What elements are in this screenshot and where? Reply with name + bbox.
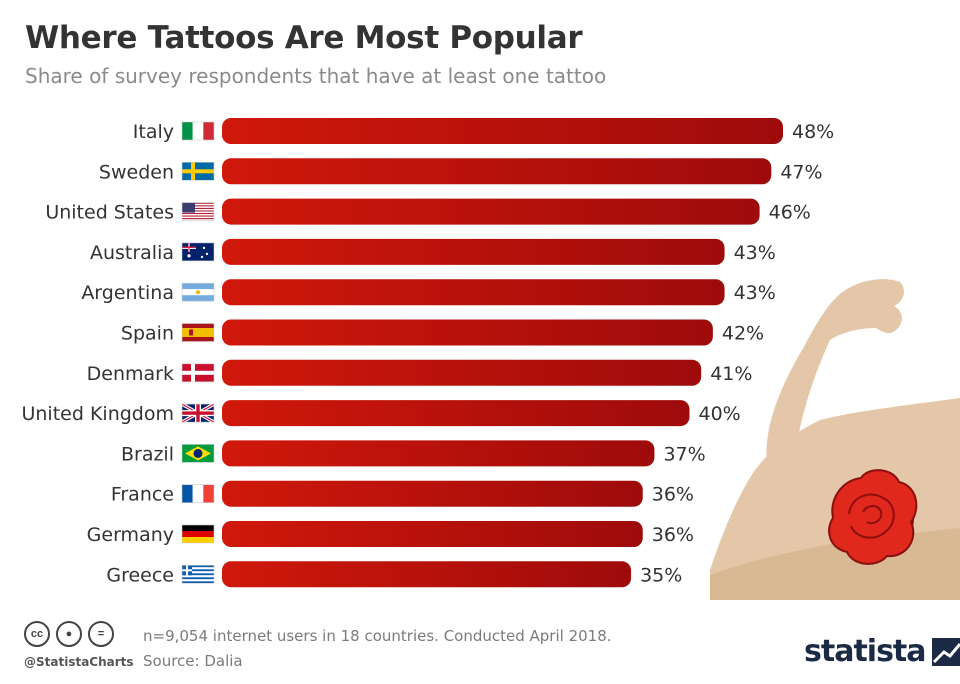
value-label: 43% (734, 242, 776, 264)
attribution-icon: ● (56, 621, 82, 647)
category-label: Denmark (87, 363, 174, 385)
bar-united-states (222, 198, 760, 225)
bar-italy (222, 118, 783, 144)
category-label: United States (45, 202, 174, 224)
category-label: United Kingdom (21, 403, 174, 425)
bar-denmark (222, 359, 702, 386)
argentina-flag-icon (181, 282, 215, 302)
bar-greece (222, 561, 632, 588)
bar-australia (222, 238, 725, 265)
bar-chart: Italy 48% Sweden 47% United States 46% Austral… (21, 118, 834, 588)
statista-mark-icon (931, 637, 960, 666)
value-label: 35% (640, 564, 682, 586)
united-states-flag-icon (181, 202, 215, 221)
brazil-flag-icon (181, 444, 215, 463)
australia-flag-icon (181, 242, 215, 262)
statista-logo: statista (804, 634, 960, 669)
value-label: 36% (652, 484, 694, 506)
category-label: Italy (133, 121, 174, 143)
chart-subtitle: Share of survey respondents that have at… (25, 64, 607, 88)
greece-flag-icon (181, 564, 215, 584)
value-label: 36% (652, 524, 694, 546)
twitter-handle: @StatistaCharts (24, 655, 134, 669)
source-label: Source: Dalia (143, 652, 243, 670)
germany-flag-icon (181, 524, 215, 544)
denmark-flag-icon (181, 363, 215, 383)
value-label: 47% (780, 161, 822, 183)
chart-title: Where Tattoos Are Most Popular (25, 20, 583, 56)
value-label: 43% (734, 282, 776, 304)
italy-flag-icon (181, 121, 215, 141)
bar-spain (222, 319, 713, 346)
no-derivatives-icon: = (88, 621, 114, 647)
value-label: 37% (663, 443, 705, 465)
category-label: Germany (87, 524, 174, 546)
france-flag-icon (181, 484, 215, 504)
category-label: France (111, 484, 174, 506)
united-kingdom-flag-icon (181, 402, 215, 424)
category-label: Spain (121, 323, 174, 345)
bar-argentina (222, 279, 725, 306)
bar-united-kingdom (222, 400, 690, 427)
spain-flag-icon (181, 323, 215, 342)
bar-sweden (222, 158, 772, 185)
value-label: 42% (722, 323, 764, 345)
tattooed-arm-illustration (710, 279, 960, 600)
category-label: Australia (90, 242, 174, 264)
value-label: 40% (699, 403, 741, 425)
value-label: 46% (769, 202, 811, 224)
category-label: Argentina (81, 282, 174, 304)
sweden-flag-icon (181, 162, 215, 181)
survey-note: n=9,054 internet users in 18 countries. … (143, 627, 612, 645)
bar-brazil (222, 440, 655, 467)
value-label: 41% (710, 363, 752, 385)
license-icons: cc ● = (24, 621, 114, 647)
rose-tattoo-icon (828, 469, 918, 565)
bar-france (222, 480, 643, 507)
category-label: Greece (106, 564, 174, 586)
category-label: Sweden (99, 161, 174, 183)
bar-germany (222, 521, 643, 547)
value-label: 48% (792, 121, 834, 143)
category-label: Brazil (121, 443, 174, 465)
statista-wordmark: statista (804, 634, 927, 669)
creative-commons-icon: cc (24, 621, 50, 647)
